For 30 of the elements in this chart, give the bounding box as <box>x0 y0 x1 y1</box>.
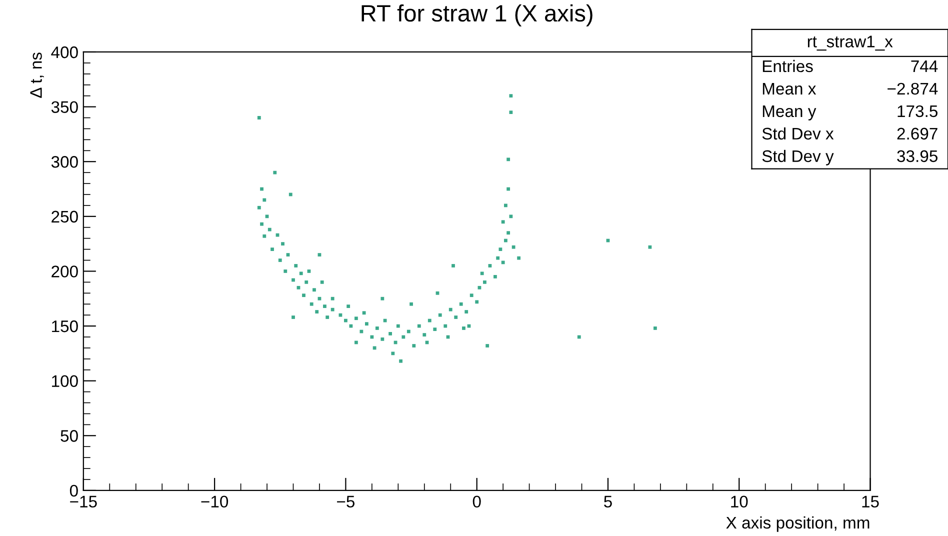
y-tick-label: 350 <box>51 101 78 113</box>
y-tick-label: 150 <box>52 320 78 332</box>
annotation: Entries <box>762 60 813 72</box>
annotation: Std Dev y <box>762 150 834 166</box>
chart-title: RT for straw 1 (X axis) <box>362 4 592 26</box>
text: 33.95 <box>897 150 938 162</box>
y-tick-label: 400 <box>51 46 78 58</box>
x-tick-label: 15 <box>862 496 879 508</box>
annotation: Std Dev x <box>762 127 834 140</box>
text: 744 <box>911 60 938 72</box>
x-tick-label: 10 <box>731 496 748 508</box>
x-tick-label: 5 <box>604 496 612 508</box>
x-tick-label: 0 <box>472 496 481 508</box>
y-tick-label: 100 <box>52 375 78 388</box>
x-tick-label: −5 <box>337 496 355 508</box>
y-tick-label: 200 <box>52 266 78 278</box>
annotation: Mean y <box>762 105 816 120</box>
y-axis-title: Δ t, ns <box>30 52 44 98</box>
x-tick-label: −15 <box>70 496 97 508</box>
text: 2.697 <box>897 128 938 140</box>
x-axis-title: X axis position, mm <box>726 516 870 532</box>
annotation: Mean x <box>762 83 816 95</box>
text: 173.5 <box>898 105 938 118</box>
y-tick-label: 250 <box>52 210 78 223</box>
text: −2.874 <box>888 82 938 95</box>
y-tick-label: 0 <box>70 484 78 497</box>
x-tick-label: −10 <box>201 496 228 508</box>
y-tick-label: 50 <box>60 430 78 442</box>
y-tick-label: 300 <box>51 156 78 168</box>
text: rt_straw1_x <box>808 36 893 51</box>
